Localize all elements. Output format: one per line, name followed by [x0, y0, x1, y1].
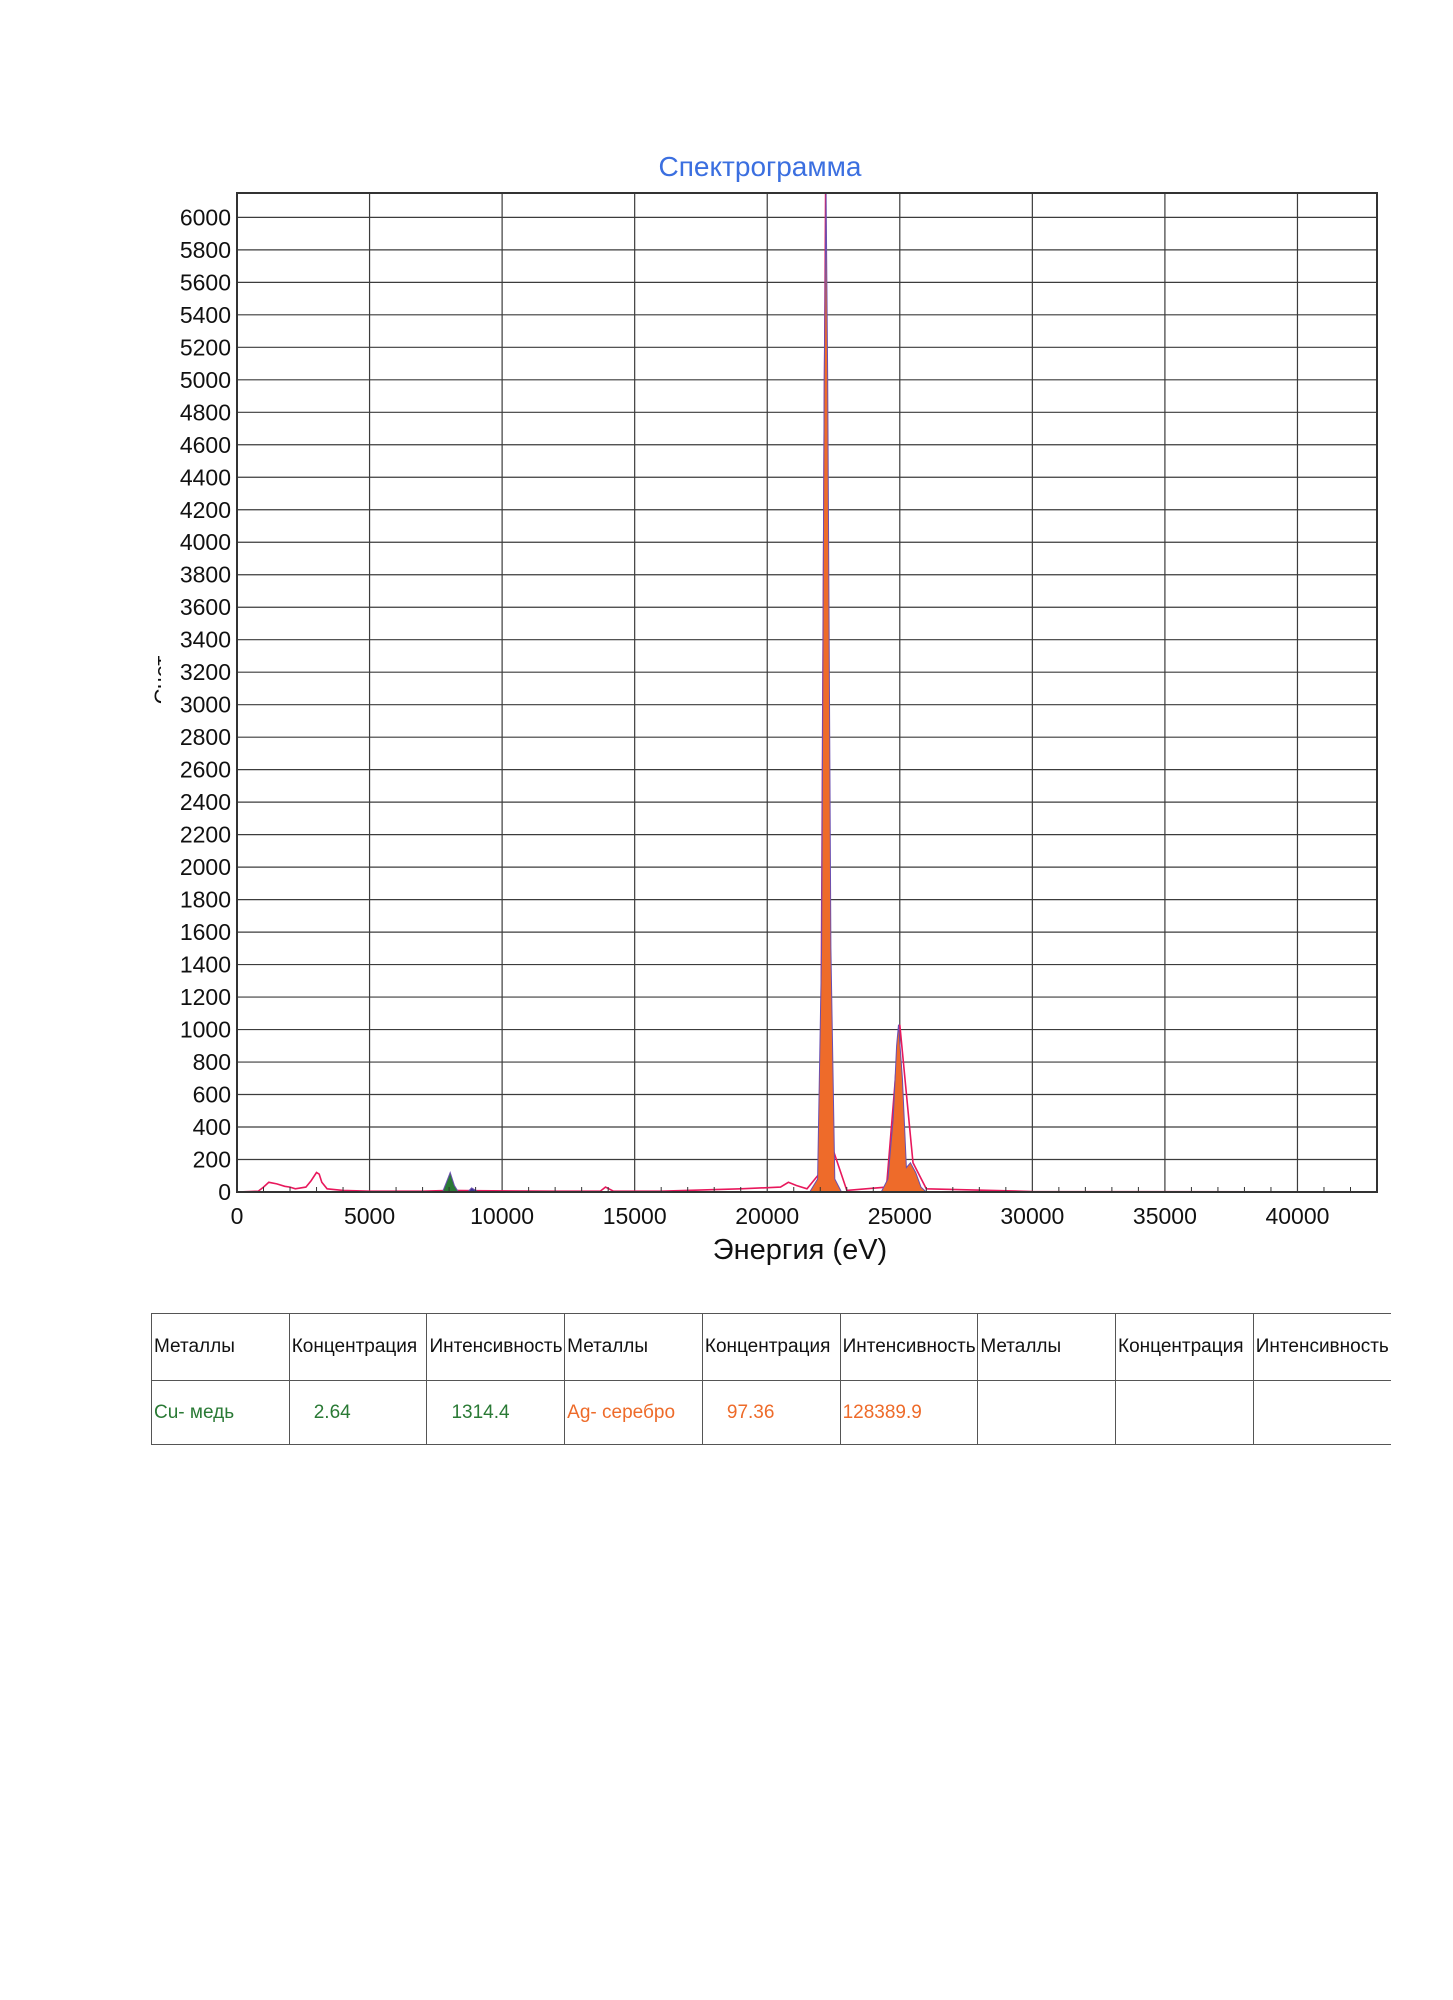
- y-tick-label: 4200: [180, 497, 231, 523]
- x-tick-label: 15000: [603, 1203, 667, 1229]
- y-tick-label: 400: [193, 1114, 231, 1140]
- series-background-line: [236, 192, 1378, 1193]
- x-tick-label: 30000: [1000, 1203, 1064, 1229]
- cell-metal-ag: Ag- серебро: [564, 1380, 703, 1445]
- header-metals-2: Металлы: [564, 1313, 703, 1381]
- x-tick-label: 20000: [735, 1203, 799, 1229]
- header-metals-1: Металлы: [151, 1313, 290, 1381]
- y-tick-label: 5800: [180, 237, 231, 263]
- y-axis-label-clip: Счет: [150, 656, 175, 705]
- chart-grid: [236, 193, 1377, 1193]
- x-axis-ticks: 0 5000 10000 15000 20000 25000 30000 35000 40000: [231, 1187, 1351, 1229]
- y-tick-label: 1600: [180, 919, 231, 945]
- y-tick-label: 2600: [180, 757, 231, 783]
- y-tick-label: 0: [218, 1179, 231, 1205]
- y-tick-label: 3200: [180, 659, 231, 685]
- y-tick-label: 2400: [180, 789, 231, 815]
- chart-series: [236, 192, 1378, 1193]
- table-header-row: Металлы Концентрация Интенсивность Метал…: [151, 1313, 1391, 1381]
- header-intensity-1: Интенсивность: [426, 1313, 566, 1381]
- cell-intensity-empty: [1252, 1380, 1391, 1445]
- header-concentration-2: Концентрация: [701, 1313, 841, 1381]
- cell-concentration-empty: [1115, 1380, 1254, 1445]
- x-tick-label: 35000: [1133, 1203, 1197, 1229]
- cell-metal-empty: [977, 1380, 1117, 1445]
- x-tick-label: 5000: [344, 1203, 395, 1229]
- y-tick-label: 4600: [180, 432, 231, 458]
- y-tick-label: 1800: [180, 887, 231, 913]
- plot-frame: [236, 192, 1378, 1193]
- header-intensity-3: Интенсивность: [1252, 1313, 1391, 1381]
- y-tick-label: 4400: [180, 464, 231, 490]
- y-tick-label: 3000: [180, 692, 231, 718]
- chart-title: Спектрограмма: [659, 151, 862, 182]
- header-metals-3: Металлы: [977, 1313, 1117, 1381]
- y-tick-label: 4000: [180, 529, 231, 555]
- cell-metal-cu: Cu- медь: [151, 1380, 290, 1445]
- y-tick-label: 1200: [180, 984, 231, 1010]
- y-tick-label: 3400: [180, 627, 231, 653]
- header-concentration-1: Концентрация: [288, 1313, 428, 1381]
- spectrogram-chart: Спектрограмма 0 200 400 600 800 1000 1200 1400 1…: [150, 151, 1378, 1266]
- y-tick-label: 6000: [180, 204, 231, 230]
- y-tick-label: 2200: [180, 822, 231, 848]
- y-tick-label: 800: [193, 1049, 231, 1075]
- x-tick-label: 10000: [470, 1203, 534, 1229]
- series-area-ag: [808, 192, 928, 1193]
- y-axis-label: Счет: [150, 656, 175, 705]
- y-tick-label: 5400: [180, 302, 231, 328]
- y-tick-label: 2000: [180, 854, 231, 880]
- y-tick-label: 2800: [180, 724, 231, 750]
- y-axis-ticks: 0 200 400 600 800 1000 1200 1400 1600 1800 2000 220…: [180, 204, 231, 1205]
- x-tick-label: 25000: [868, 1203, 932, 1229]
- y-tick-label: 5600: [180, 269, 231, 295]
- y-tick-label: 3800: [180, 562, 231, 588]
- header-concentration-3: Концентрация: [1115, 1313, 1254, 1381]
- cell-concentration-ag: 97.36: [701, 1380, 841, 1445]
- header-intensity-2: Интенсивность: [839, 1313, 979, 1381]
- metals-table: Металлы Концентрация Интенсивность Метал…: [151, 1313, 1391, 1445]
- x-axis-label: Энергия (eV): [713, 1234, 887, 1266]
- y-tick-label: 5000: [180, 367, 231, 393]
- y-tick-label: 1000: [180, 1017, 231, 1043]
- y-tick-label: 600: [193, 1082, 231, 1108]
- y-tick-label: 4800: [180, 399, 231, 425]
- table-row: Cu- медь 2.64 1314.4 Ag- серебро 97.36 1…: [151, 1380, 1391, 1445]
- cell-intensity-cu: 1314.4: [426, 1380, 566, 1445]
- x-tick-label: 0: [231, 1203, 244, 1229]
- cell-intensity-ag: 128389.9: [839, 1380, 979, 1445]
- y-tick-label: 200: [193, 1147, 231, 1173]
- y-tick-label: 3600: [180, 594, 231, 620]
- x-tick-label: 40000: [1265, 1203, 1329, 1229]
- cell-concentration-cu: 2.64: [288, 1380, 428, 1445]
- y-tick-label: 5200: [180, 334, 231, 360]
- series-area-cu: [441, 1171, 460, 1193]
- y-tick-label: 1400: [180, 952, 231, 978]
